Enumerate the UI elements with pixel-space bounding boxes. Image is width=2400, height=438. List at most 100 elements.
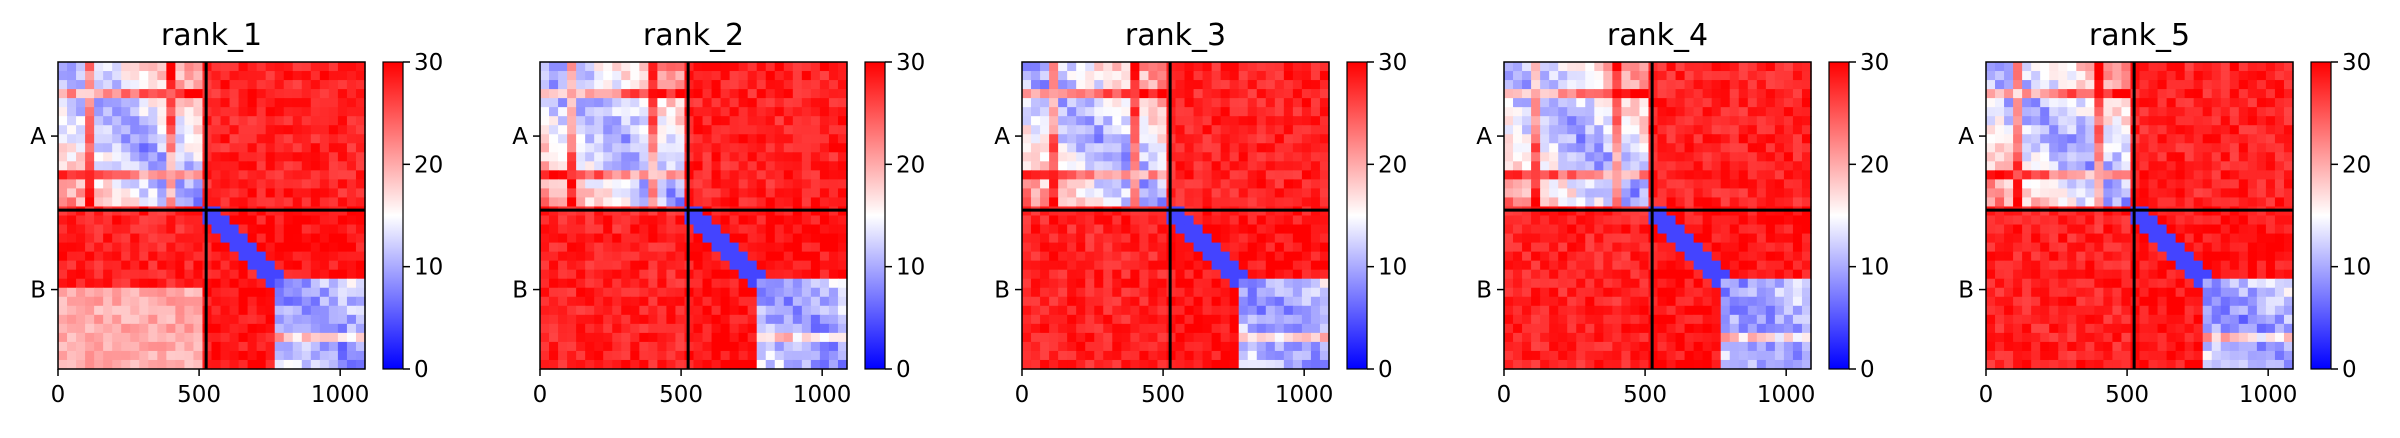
heatmap-cell [283,278,294,289]
heatmap-cell [675,278,686,289]
heatmap-cell [94,89,104,99]
colorbar-tick-label: 10 [414,255,443,281]
heatmap-cell [1112,71,1122,81]
heatmap-cell [1576,98,1586,108]
heatmap-cell [1594,98,1604,108]
heatmap-cell [1693,233,1704,244]
heatmap-cell [1666,242,1677,253]
heatmap-cell [1301,143,1312,153]
heatmap-cell [229,215,240,226]
heatmap-cell [1702,98,1713,108]
heatmap-cell [1720,98,1731,108]
heatmap-cell [1576,224,1586,235]
heatmap-cell [310,188,321,199]
heatmap-cell [756,314,767,325]
heatmap-cell [1193,161,1204,171]
heatmap-cell [1783,332,1794,343]
heatmap-cell [85,323,95,334]
heatmap-cell [666,170,677,180]
heatmap-cell [1549,224,1559,235]
heatmap-cell [819,215,830,226]
heatmap-cell [747,62,758,72]
heatmap-cell [828,134,839,144]
heatmap-cell [1247,107,1258,117]
heatmap-cell [810,197,821,208]
heatmap-cell [1229,323,1240,334]
heatmap-cell [1513,242,1523,253]
heatmap-cell [648,314,658,325]
heatmap-cell [103,188,113,199]
heatmap-cell [238,260,249,271]
heatmap-cell [220,251,231,262]
heatmap-cell [1130,62,1140,72]
heatmap-cell [1612,287,1622,298]
heatmap-cell [1684,179,1695,190]
heatmap-cell [1238,143,1249,153]
heatmap-cell [1130,323,1140,334]
heatmap-cell [2256,98,2267,108]
heatmap-cell [76,125,86,135]
heatmap-cell [1184,269,1195,280]
heatmap-cell [693,134,704,144]
heatmap-cell [1603,107,1613,117]
heatmap-cell [1540,287,1550,298]
heatmap-cell [576,161,586,171]
heatmap-cell [1031,269,1041,280]
heatmap-cell [301,197,312,208]
heatmap-cell [1211,107,1222,117]
heatmap-cell [130,116,140,126]
heatmap-cell [1576,116,1586,126]
heatmap-cell [540,332,550,343]
heatmap-cell [720,350,731,361]
heatmap-cell [1549,107,1559,117]
heatmap-cell [567,188,577,199]
colorbar-gradient [1828,61,1850,370]
heatmap-cell [85,98,95,108]
heatmap-cell [1504,278,1514,289]
heatmap-cell [675,98,686,108]
heatmap-cell [1112,188,1122,199]
heatmap-cell [1639,62,1650,72]
heatmap-cell [1801,215,1812,226]
heatmap-cell [1549,269,1559,280]
heatmap-cell [103,359,113,370]
heatmap-cell [1283,278,1294,289]
heatmap-cell [1301,224,1312,235]
heatmap-cell [558,314,568,325]
heatmap-cell [585,62,595,72]
heatmap-cell [274,278,285,289]
heatmap-cell [585,359,595,370]
heatmap-cell [166,143,176,153]
heatmap-cell [1630,125,1641,135]
heatmap-cell [2220,98,2231,108]
heatmap-cell [1675,332,1686,343]
heatmap-cell [837,224,848,235]
heatmap-cell [576,260,586,271]
heatmap-cell [675,125,686,135]
heatmap-cell [1558,350,1568,361]
heatmap-cell [828,233,839,244]
heatmap-cell [1549,134,1559,144]
heatmap-cell [729,323,740,334]
heatmap-cell [1265,170,1276,180]
heatmap-cell [801,98,812,108]
heatmap-cell [1157,125,1168,135]
heatmap-cell [220,287,231,298]
heatmap-cell [2283,80,2294,90]
heatmap-cell [184,224,195,235]
heatmap-cell [1657,107,1668,117]
heatmap-cell [603,125,613,135]
heatmap-cell [801,251,812,262]
heatmap-cell [58,107,68,117]
heatmap-cell [346,134,357,144]
heatmap-cell [603,80,613,90]
heatmap-cell [238,161,249,171]
heatmap-cell [1594,152,1604,162]
heatmap-cell [256,80,267,90]
heatmap-cell [756,107,767,117]
heatmap-cell [747,71,758,81]
heatmap-cell [1549,215,1559,226]
heatmap-cell [837,278,848,289]
heatmap-cell [274,287,285,298]
heatmap-cell [328,143,339,153]
